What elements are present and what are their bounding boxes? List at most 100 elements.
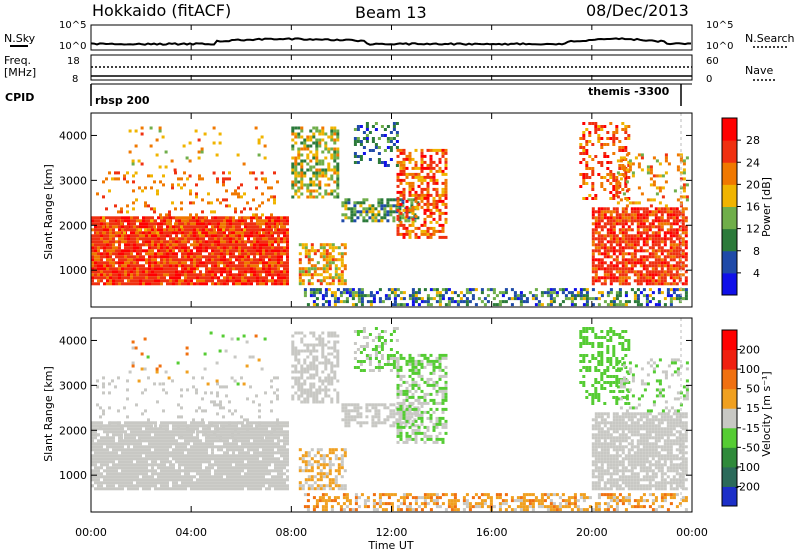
range-gate-cell <box>124 240 127 244</box>
range-gate-cell <box>343 282 347 286</box>
range-gate-cell <box>229 478 232 482</box>
range-gate-cell <box>241 484 244 488</box>
range-gate-cell <box>259 222 262 226</box>
range-gate-cell <box>253 478 256 482</box>
range-gate-cell <box>229 460 232 464</box>
range-gate-cell <box>223 457 226 461</box>
range-gate-cell <box>303 288 307 292</box>
range-gate-cell <box>663 207 667 211</box>
range-gate-cell <box>193 460 196 464</box>
range-gate-cell <box>238 219 241 223</box>
range-gate-cell <box>319 273 323 277</box>
range-gate-cell <box>411 193 415 197</box>
range-gate-cell <box>681 252 685 256</box>
range-gate-cell <box>675 288 679 292</box>
range-gate-cell <box>277 282 280 286</box>
range-gate-cell <box>208 237 211 241</box>
range-gate-cell <box>268 255 271 259</box>
range-gate-cell <box>429 211 433 215</box>
range-gate-cell <box>103 264 106 268</box>
range-gate-cell <box>136 273 139 277</box>
range-gate-cell <box>139 442 142 446</box>
range-gate-cell <box>312 165 316 169</box>
range-gate-cell <box>318 291 322 295</box>
range-gate-cell <box>377 198 381 202</box>
range-gate-cell <box>190 279 193 283</box>
range-gate-cell <box>468 291 472 295</box>
range-gate-cell <box>181 246 184 250</box>
range-gate-cell <box>374 128 378 131</box>
range-gate-cell <box>657 237 661 241</box>
range-gate-cell <box>414 232 418 236</box>
range-gate-cell <box>166 439 169 443</box>
range-gate-cell <box>306 153 310 157</box>
range-gate-cell <box>142 258 145 262</box>
range-gate-cell <box>160 282 163 286</box>
freq-tick-top: 18 <box>67 56 80 67</box>
range-gate-cell <box>651 213 655 217</box>
range-gate-cell <box>94 273 97 277</box>
range-gate-cell <box>175 445 178 449</box>
range-gate-cell <box>684 246 688 250</box>
range-gate-cell <box>217 267 220 271</box>
range-gate-cell <box>322 264 326 268</box>
range-gate-cell <box>325 261 329 265</box>
range-gate-cell <box>639 273 643 277</box>
range-gate-cell <box>681 237 685 241</box>
range-gate-cell <box>398 210 402 214</box>
range-gate-cell <box>205 276 208 280</box>
range-gate-cell <box>199 216 202 220</box>
range-gate-cell <box>603 152 607 155</box>
range-gate-cell <box>304 246 308 250</box>
range-gate-cell <box>127 267 130 271</box>
range-gate-cell <box>265 246 268 250</box>
range-gate-cell <box>666 222 670 226</box>
range-gate-cell <box>160 439 163 443</box>
range-gate-cell <box>124 270 127 274</box>
range-gate-cell <box>229 255 232 259</box>
range-gate-cell <box>414 205 418 209</box>
range-gate-cell <box>639 219 643 223</box>
range-gate-cell <box>133 469 136 473</box>
range-gate-cell <box>642 228 646 232</box>
range-gate-cell <box>220 457 223 461</box>
range-gate-cell <box>127 243 130 247</box>
range-gate-cell <box>328 246 332 250</box>
range-gate-cell <box>223 258 226 262</box>
range-gate-cell <box>591 243 595 247</box>
range-gate-cell <box>94 219 97 223</box>
range-gate-cell <box>411 288 415 292</box>
range-gate-cell <box>154 252 157 256</box>
range-gate-cell <box>616 201 620 205</box>
range-gate-cell <box>238 222 241 226</box>
range-gate-cell <box>169 252 172 256</box>
range-gate-cell <box>672 282 676 286</box>
range-gate-cell <box>633 246 637 250</box>
range-gate-cell <box>250 216 253 220</box>
range-gate-cell <box>91 457 94 461</box>
range-gate-cell <box>253 487 256 491</box>
range-gate-cell <box>669 294 673 298</box>
range-gate-cell <box>441 294 445 298</box>
range-gate-cell <box>597 140 601 143</box>
range-gate-cell <box>603 267 607 271</box>
power-colorbar-label: Power [dB] <box>760 177 773 237</box>
range-gate-cell <box>151 228 154 232</box>
range-gate-cell <box>277 249 280 253</box>
range-gate-cell <box>238 451 241 455</box>
range-gate-cell <box>420 193 424 197</box>
range-gate-cell <box>652 156 656 160</box>
range-gate-cell <box>612 194 616 197</box>
range-gate-cell <box>678 258 682 262</box>
range-gate-cell <box>208 457 211 461</box>
range-gate-cell <box>298 261 302 265</box>
range-gate-cell <box>579 146 583 149</box>
range-gate-cell <box>217 216 220 220</box>
range-gate-cell <box>274 255 277 259</box>
range-gate-cell <box>212 126 216 130</box>
range-gate-cell <box>171 183 174 187</box>
range-gate-cell <box>666 252 670 256</box>
range-gate-cell <box>672 243 676 247</box>
range-gate-cell <box>401 204 405 208</box>
range-gate-cell <box>115 240 118 244</box>
